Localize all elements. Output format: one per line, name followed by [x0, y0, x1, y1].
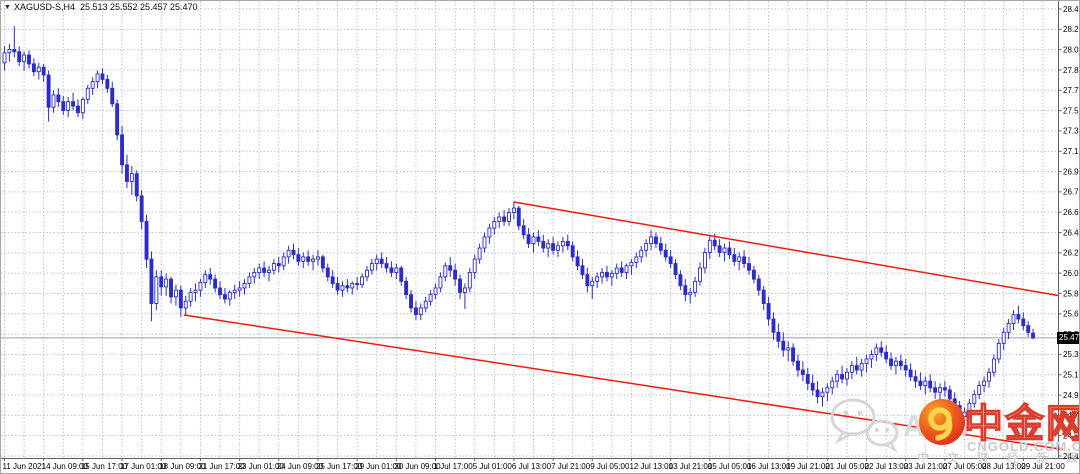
svg-text:27.885: 27.885: [1063, 66, 1080, 75]
svg-text:21 Jul 05:00: 21 Jul 05:00: [825, 462, 869, 471]
svg-text:26.600: 26.600: [1063, 208, 1080, 217]
svg-text:26.050: 26.050: [1063, 269, 1080, 278]
svg-text:21 Jun 17:00: 21 Jun 17:00: [198, 462, 245, 471]
svg-text:27.700: 27.700: [1063, 86, 1080, 95]
svg-text:18 Jun 09:00: 18 Jun 09:00: [159, 462, 206, 471]
svg-text:28 Jul 13:00: 28 Jul 13:00: [982, 462, 1026, 471]
svg-text:28.435: 28.435: [1063, 5, 1080, 14]
ohlc-values: 25.513 25.552 25.457 25.470: [79, 2, 198, 12]
svg-text:17 Jun 01:00: 17 Jun 01:00: [120, 462, 167, 471]
svg-text:24.770: 24.770: [1063, 411, 1080, 420]
current-price-tag: 25.470: [1057, 332, 1079, 344]
svg-text:29 Jun 01:00: 29 Jun 01:00: [355, 462, 402, 471]
svg-text:28.250: 28.250: [1063, 25, 1080, 34]
svg-text:27.335: 27.335: [1063, 127, 1080, 136]
svg-text:24.405: 24.405: [1063, 452, 1080, 461]
svg-text:25 Jun 17:00: 25 Jun 17:00: [316, 462, 363, 471]
svg-text:15 Jun 17:00: 15 Jun 17:00: [81, 462, 128, 471]
symbol-title: XAGUSD-S,H4: [13, 2, 75, 12]
svg-text:1 Jul 17:00: 1 Jul 17:00: [434, 462, 474, 471]
svg-text:26.785: 26.785: [1063, 188, 1080, 197]
svg-text:22 Jul 13:00: 22 Jul 13:00: [865, 462, 909, 471]
svg-text:25.870: 25.870: [1063, 289, 1080, 298]
svg-text:23 Jul 21:00: 23 Jul 21:00: [904, 462, 948, 471]
svg-text:26.235: 26.235: [1063, 249, 1080, 258]
svg-text:26.420: 26.420: [1063, 228, 1080, 237]
svg-text:24 Jun 09:00: 24 Jun 09:00: [277, 462, 324, 471]
svg-text:6 Jul 13:00: 6 Jul 13:00: [512, 462, 552, 471]
svg-text:14 Jun 09:00: 14 Jun 09:00: [42, 462, 89, 471]
chart-title: ▼ XAGUSD-S,H4 25.513 25.552 25.457 25.470: [4, 2, 198, 12]
svg-text:13 Jul 21:00: 13 Jul 21:00: [669, 462, 713, 471]
svg-text:19 Jul 21:00: 19 Jul 21:00: [786, 462, 830, 471]
svg-text:15 Jul 05:00: 15 Jul 05:00: [708, 462, 752, 471]
svg-text:25.320: 25.320: [1063, 350, 1080, 359]
svg-text:23 Jun 01:00: 23 Jun 01:00: [238, 462, 285, 471]
svg-text:11 Jun 2021: 11 Jun 2021: [3, 462, 47, 471]
svg-text:24.955: 24.955: [1063, 391, 1080, 400]
svg-text:29 Jul 21:00: 29 Jul 21:00: [1021, 462, 1065, 471]
svg-text:24.585: 24.585: [1063, 431, 1080, 440]
svg-text:27 Jul 05:00: 27 Jul 05:00: [943, 462, 987, 471]
svg-text:27.150: 27.150: [1063, 147, 1080, 156]
svg-text:25.135: 25.135: [1063, 371, 1080, 380]
svg-text:7 Jul 21:00: 7 Jul 21:00: [551, 462, 591, 471]
svg-text:12 Jul 13:00: 12 Jul 13:00: [629, 462, 673, 471]
svg-text:16 Jul 13:00: 16 Jul 13:00: [747, 462, 791, 471]
svg-text:5 Jul 01:00: 5 Jul 01:00: [473, 462, 513, 471]
svg-text:30 Jun 09:00: 30 Jun 09:00: [394, 462, 441, 471]
collapse-icon[interactable]: ▼: [4, 4, 11, 11]
svg-text:27.520: 27.520: [1063, 106, 1080, 115]
svg-text:25.685: 25.685: [1063, 310, 1080, 319]
svg-text:26.970: 26.970: [1063, 167, 1080, 176]
svg-text:28.065: 28.065: [1063, 45, 1080, 54]
svg-text:9 Jul 05:00: 9 Jul 05:00: [590, 462, 630, 471]
